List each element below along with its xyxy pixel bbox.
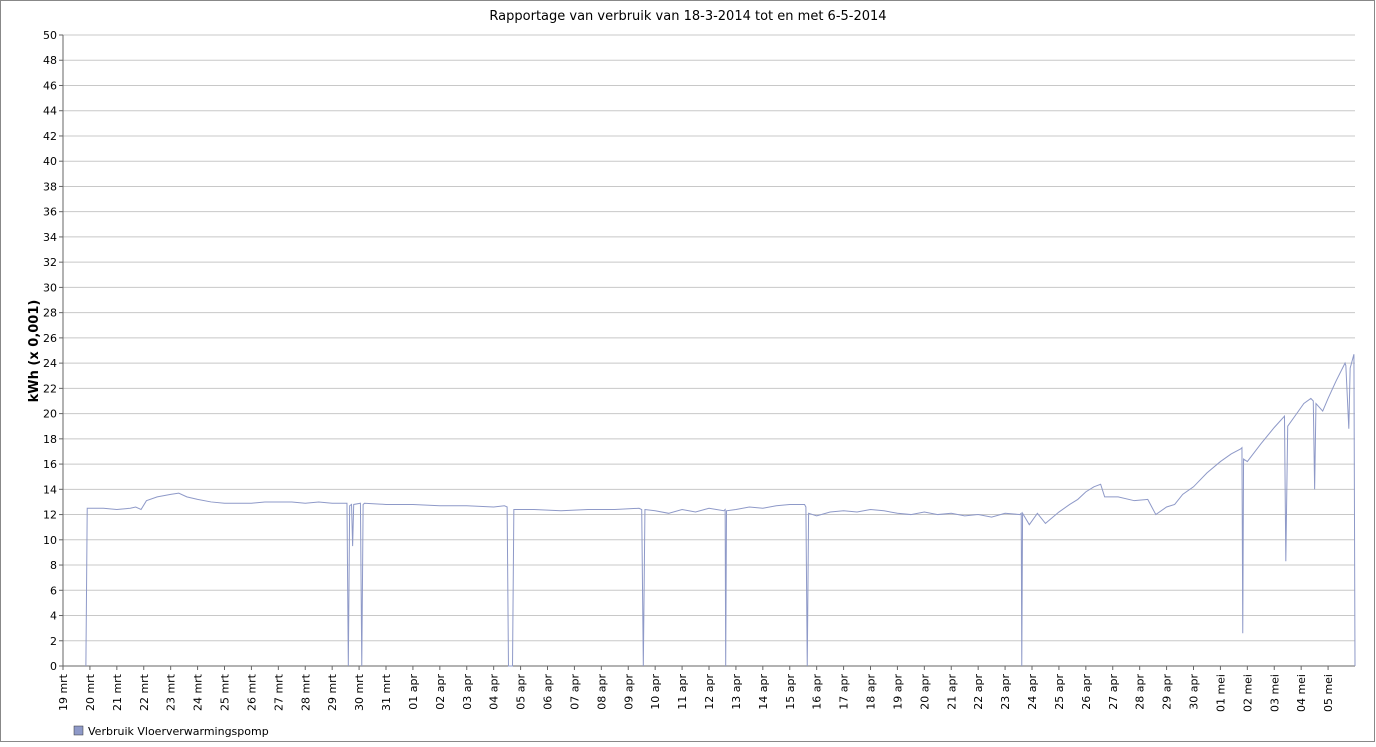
y-tick-label: 46 xyxy=(43,79,57,92)
x-tick-label: 10 apr xyxy=(649,674,662,710)
legend-swatch xyxy=(73,725,84,736)
x-tick-label: 20 mrt xyxy=(84,673,97,711)
x-tick-label: 01 apr xyxy=(407,674,420,710)
x-tick-label: 22 apr xyxy=(972,674,985,710)
x-tick-label: 16 apr xyxy=(811,674,824,710)
x-tick-label: 27 mrt xyxy=(272,673,285,711)
x-tick-label: 02 mei xyxy=(1241,674,1254,712)
x-tick-label: 12 apr xyxy=(703,674,716,710)
x-tick-label: 21 mrt xyxy=(111,673,124,711)
x-tick-label: 09 apr xyxy=(622,674,635,710)
x-tick-label: 22 mrt xyxy=(138,673,151,711)
y-tick-label: 0 xyxy=(50,660,57,673)
x-tick-label: 03 mei xyxy=(1268,674,1281,712)
x-tick-label: 15 apr xyxy=(784,674,797,710)
x-tick-label: 25 mrt xyxy=(219,673,232,711)
y-tick-label: 20 xyxy=(43,408,57,421)
series-line xyxy=(85,354,1356,667)
y-tick-label: 18 xyxy=(43,433,57,446)
y-tick-label: 14 xyxy=(43,483,57,496)
x-tick-label: 07 apr xyxy=(568,674,581,710)
y-tick-label: 36 xyxy=(43,206,57,219)
x-tick-label: 23 mrt xyxy=(165,673,178,711)
legend-label: Verbruik Vloerverwarmingspomp xyxy=(88,725,269,738)
x-tick-label: 02 apr xyxy=(434,674,447,710)
y-tick-label: 40 xyxy=(43,155,57,168)
y-tick-label: 6 xyxy=(50,584,57,597)
x-tick-label: 04 apr xyxy=(488,674,501,710)
x-tick-label: 19 mrt xyxy=(57,673,70,711)
x-tick-label: 29 apr xyxy=(1161,674,1174,710)
y-tick-label: 34 xyxy=(43,231,57,244)
x-tick-label: 03 apr xyxy=(461,674,474,710)
x-tick-label: 23 apr xyxy=(999,674,1012,710)
x-tick-label: 08 apr xyxy=(595,674,608,710)
x-tick-label: 21 apr xyxy=(945,674,958,710)
y-tick-label: 32 xyxy=(43,256,57,269)
x-tick-label: 14 apr xyxy=(757,674,770,710)
x-tick-label: 28 apr xyxy=(1134,674,1147,710)
x-tick-label: 17 apr xyxy=(838,674,851,710)
x-tick-label: 04 mei xyxy=(1295,674,1308,712)
x-tick-label: 30 mrt xyxy=(353,673,366,711)
y-tick-label: 30 xyxy=(43,281,57,294)
x-tick-label: 11 apr xyxy=(676,674,689,710)
y-tick-label: 42 xyxy=(43,130,57,143)
x-tick-label: 18 apr xyxy=(865,674,878,710)
x-tick-label: 31 mrt xyxy=(380,673,393,711)
y-tick-label: 12 xyxy=(43,509,57,522)
y-tick-label: 16 xyxy=(43,458,57,471)
y-tick-label: 22 xyxy=(43,382,57,395)
x-tick-label: 13 apr xyxy=(730,674,743,710)
y-tick-label: 50 xyxy=(43,29,57,42)
y-tick-label: 28 xyxy=(43,307,57,320)
x-tick-label: 24 apr xyxy=(1026,674,1039,710)
x-tick-label: 30 apr xyxy=(1188,674,1201,710)
x-tick-label: 26 apr xyxy=(1080,674,1093,710)
x-tick-label: 06 apr xyxy=(542,674,555,710)
y-tick-label: 2 xyxy=(50,635,57,648)
y-tick-label: 48 xyxy=(43,54,57,67)
x-tick-label: 28 mrt xyxy=(299,673,312,711)
y-tick-label: 10 xyxy=(43,534,57,547)
x-tick-label: 20 apr xyxy=(918,674,931,710)
x-tick-label: 01 mei xyxy=(1214,674,1227,712)
x-tick-label: 24 mrt xyxy=(192,673,205,711)
x-tick-label: 27 apr xyxy=(1107,674,1120,710)
chart-title: Rapportage van verbruik van 18-3-2014 to… xyxy=(489,9,886,24)
x-tick-label: 29 mrt xyxy=(326,673,339,711)
x-tick-label: 05 apr xyxy=(515,674,528,710)
y-tick-label: 44 xyxy=(43,105,57,118)
y-tick-label: 4 xyxy=(50,610,57,623)
x-tick-label: 19 apr xyxy=(891,674,904,710)
y-tick-label: 24 xyxy=(43,357,57,370)
x-tick-label: 05 mei xyxy=(1322,674,1335,712)
y-tick-label: 26 xyxy=(43,332,57,345)
y-tick-label: 38 xyxy=(43,180,57,193)
y-axis-label: kWh (x 0,001) xyxy=(27,300,42,403)
x-tick-label: 25 apr xyxy=(1053,674,1066,710)
y-tick-label: 8 xyxy=(50,559,57,572)
x-tick-label: 26 mrt xyxy=(245,673,258,711)
